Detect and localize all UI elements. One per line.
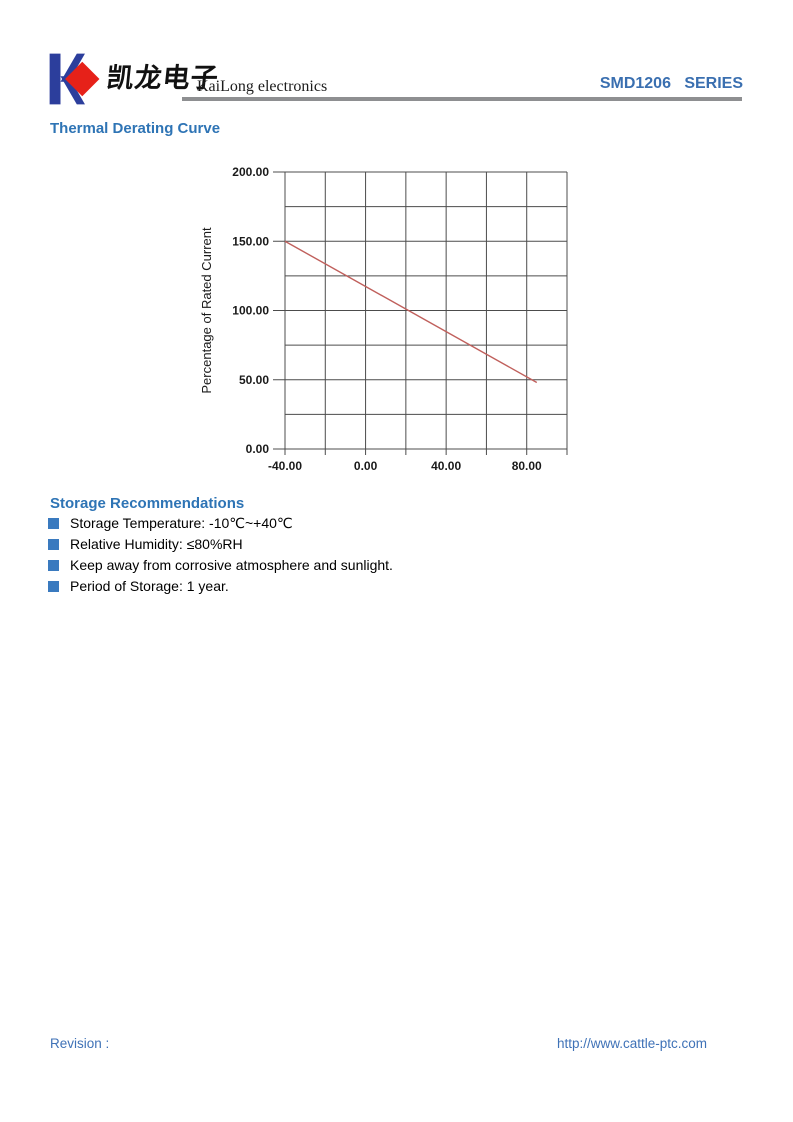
thermal-derating-heading: Thermal Derating Curve: [50, 120, 221, 137]
svg-text:Percentage of Rated Current: Percentage of Rated Current: [199, 227, 214, 394]
relative-humidity-text: Relative Humidity: ≤80%RH: [70, 536, 243, 552]
svg-text:0.00: 0.00: [354, 459, 378, 473]
bullet-square-icon: [48, 560, 59, 571]
storage-recommendations-list: Storage Temperature: -10℃~+40℃ Relative …: [48, 516, 468, 600]
svg-text:150.00: 150.00: [232, 234, 269, 248]
svg-text:50.00: 50.00: [239, 373, 269, 387]
series-title: SMD1206 SERIES: [599, 75, 743, 92]
website-link[interactable]: http://www.cattle-ptc.com: [556, 1036, 707, 1051]
list-item: Keep away from corrosive atmosphere and …: [48, 557, 468, 573]
svg-text:-40.00: -40.00: [268, 459, 302, 473]
svg-text:0.00: 0.00: [246, 442, 270, 456]
bullet-square-icon: [48, 539, 59, 550]
period-of-storage-text: Period of Storage: 1 year.: [70, 578, 229, 594]
svg-text:80.00: 80.00: [512, 459, 542, 473]
list-item: Relative Humidity: ≤80%RH: [48, 536, 468, 552]
thermal-derating-chart: 0.00 50.00 100.00 150.00 200.00 -40.00 0.00 40.…: [199, 165, 568, 473]
svg-text:40.00: 40.00: [431, 459, 461, 473]
list-item: Storage Temperature: -10℃~+40℃: [48, 515, 468, 531]
kailong-logo-icon: [49, 53, 100, 105]
brand-name-english: KaiLong electronics: [197, 78, 328, 95]
bullet-square-icon: [48, 581, 59, 592]
corrosive-atmosphere-text: Keep away from corrosive atmosphere and …: [70, 557, 393, 573]
list-item: Period of Storage: 1 year.: [48, 578, 468, 594]
revision-label: Revision :: [50, 1036, 110, 1051]
storage-temperature-text: Storage Temperature: -10℃~+40℃: [70, 515, 293, 531]
svg-text:100.00: 100.00: [232, 304, 269, 318]
svg-text:200.00: 200.00: [232, 165, 269, 179]
bullet-square-icon: [48, 518, 59, 529]
storage-recommendations-heading: Storage Recommendations: [50, 495, 245, 512]
header-divider: [182, 97, 742, 101]
